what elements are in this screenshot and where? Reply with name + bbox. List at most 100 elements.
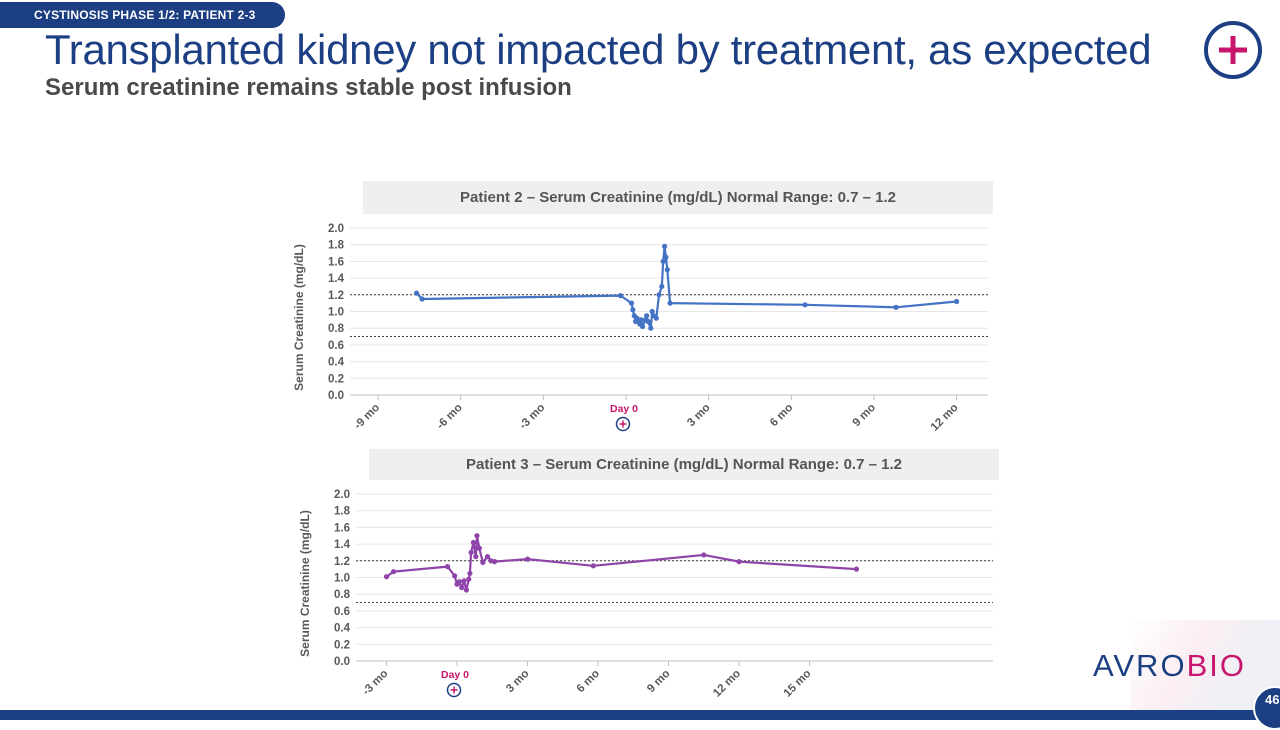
page-title: Transplanted kidney not impacted by trea… (45, 26, 1152, 73)
y-tick-label: 0.2 (334, 639, 350, 651)
x-tick-label: 12 mo (711, 668, 743, 700)
y-tick-label: 1.8 (328, 240, 345, 252)
data-point (461, 578, 467, 584)
day0-label: Day 0 (610, 403, 638, 415)
brand-part-2: BIO (1186, 648, 1246, 683)
y-tick-label: 0.6 (334, 606, 350, 618)
data-point (853, 566, 860, 572)
data-point (634, 315, 640, 321)
data-point (524, 556, 531, 562)
data-point (445, 564, 451, 570)
data-point (463, 587, 469, 593)
data-point (663, 254, 669, 260)
data-point (476, 545, 482, 551)
y-tick-label: 1.8 (334, 506, 351, 518)
footer-bar (0, 710, 1280, 720)
data-point (466, 576, 472, 582)
y-tick-label: 2.0 (328, 223, 344, 235)
data-point (630, 307, 636, 313)
data-point (480, 559, 486, 566)
data-point (383, 574, 390, 580)
y-tick-label: 0.4 (328, 357, 345, 369)
y-tick-label: 0.8 (334, 589, 351, 601)
x-tick-label: 3 mo (685, 402, 712, 429)
x-tick-label: -6 mo (435, 402, 465, 432)
y-tick-label: 1.0 (328, 307, 344, 319)
day0-label: Day 0 (441, 669, 469, 681)
data-point (645, 318, 651, 325)
data-point (492, 559, 498, 565)
data-point (484, 554, 491, 560)
x-tick-label: 12 mo (929, 402, 961, 434)
data-point (667, 300, 673, 306)
data-point (452, 573, 458, 579)
data-point (893, 304, 899, 310)
day0-plus-icon (446, 682, 462, 698)
y-tick-label: 1.2 (334, 556, 350, 568)
x-tick-label: -3 mo (360, 668, 390, 698)
data-point (390, 569, 397, 575)
y-tick-label: 1.6 (328, 256, 344, 268)
x-tick-label: 9 mo (645, 668, 672, 695)
plus-logo-icon (1204, 21, 1262, 79)
y-tick-label: 0.8 (328, 323, 345, 335)
y-tick-label: 1.4 (334, 539, 351, 551)
data-point (638, 317, 644, 323)
decorative-fade (1130, 620, 1280, 710)
data-point (474, 533, 480, 539)
chart-1-title: Patient 2 – Serum Creatinine (mg/dL) Nor… (363, 181, 993, 214)
chart-2-title: Patient 3 – Serum Creatinine (mg/dL) Nor… (369, 449, 999, 480)
day0-plus-icon (615, 416, 631, 432)
section-tag: CYSTINOSIS PHASE 1/2: PATIENT 2-3 (0, 2, 285, 28)
y-tick-label: 1.0 (334, 573, 350, 585)
data-point (467, 570, 473, 576)
data-point (639, 323, 646, 330)
data-point (470, 539, 477, 546)
chart-2: 0.0 0.2 0.4 0.6 0.8 1.0 1.2 1.4 1.6 1.8 2.0 Serum C… (298, 489, 993, 700)
x-tick-label: -3 mo (517, 402, 547, 432)
data-point (648, 325, 654, 331)
data-point (736, 559, 742, 565)
page-subtitle: Serum creatinine remains stable post inf… (45, 74, 572, 101)
y-axis-label: Serum Creatinine (mg/dL) (298, 510, 312, 657)
series-line (415, 245, 957, 330)
data-point (628, 300, 635, 306)
brand-part-1: AVRO (1093, 648, 1187, 683)
y-tick-label: 2.0 (334, 489, 350, 501)
chart-1: 0.0 0.2 0.4 0.6 0.8 1.0 1.2 1.4 1.6 1.8 2.0 Serum C… (292, 223, 988, 434)
data-point (644, 313, 650, 319)
y-tick-label: 0.4 (334, 623, 351, 635)
data-point (664, 267, 670, 273)
data-point (659, 283, 665, 290)
y-tick-label: 1.2 (328, 290, 344, 302)
data-point (414, 290, 420, 296)
y-tick-label: 1.4 (328, 273, 345, 285)
avrobio-logo: AVROBIO (1093, 648, 1246, 684)
data-point (660, 258, 666, 264)
x-tick-label: 3 mo (504, 668, 531, 695)
data-point (419, 296, 425, 302)
data-point (653, 315, 659, 321)
y-tick-label: 0.6 (328, 340, 344, 352)
data-point (617, 293, 624, 299)
data-point (473, 554, 479, 560)
x-tick-label: 6 mo (575, 668, 602, 695)
y-tick-label: 0.0 (328, 390, 344, 402)
y-tick-label: 0.2 (328, 373, 344, 385)
data-point (701, 552, 707, 558)
data-point (459, 584, 465, 591)
y-tick-label: 1.6 (334, 522, 350, 534)
y-tick-label: 0.0 (334, 656, 350, 668)
data-point (456, 579, 462, 585)
data-point (590, 563, 596, 569)
data-point (649, 308, 655, 315)
data-point (656, 292, 662, 298)
data-point (954, 298, 960, 305)
y-axis-label: Serum Creatinine (mg/dL) (292, 244, 306, 391)
x-tick-label: 6 mo (768, 402, 795, 429)
x-tick-label: -9 mo (352, 402, 382, 432)
data-point (802, 302, 808, 308)
x-tick-label: 15 mo (782, 668, 814, 700)
data-point (661, 243, 668, 249)
